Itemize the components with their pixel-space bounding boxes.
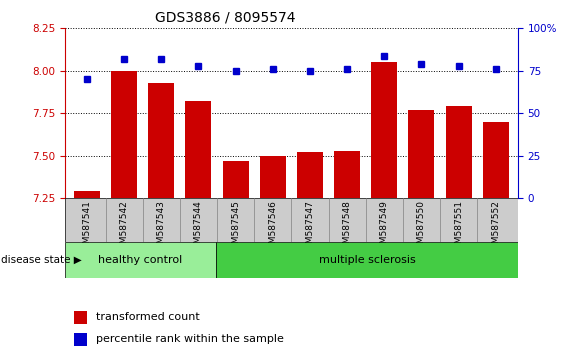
Text: GSM587549: GSM587549 bbox=[379, 200, 388, 255]
Text: GSM587551: GSM587551 bbox=[454, 200, 463, 256]
Text: GSM587547: GSM587547 bbox=[305, 200, 314, 255]
Bar bbox=[74, 192, 100, 198]
Bar bbox=[297, 152, 323, 198]
Text: GDS3886 / 8095574: GDS3886 / 8095574 bbox=[155, 11, 296, 25]
Text: GSM587542: GSM587542 bbox=[120, 200, 129, 255]
Bar bbox=[216, 242, 518, 278]
Bar bbox=[371, 62, 397, 198]
Bar bbox=[408, 110, 435, 198]
Bar bbox=[74, 333, 87, 346]
Text: disease state ▶: disease state ▶ bbox=[1, 255, 82, 265]
Bar bbox=[65, 198, 518, 242]
Bar bbox=[148, 83, 175, 198]
Text: GSM587541: GSM587541 bbox=[83, 200, 92, 255]
Text: percentile rank within the sample: percentile rank within the sample bbox=[96, 335, 284, 344]
Text: GSM587543: GSM587543 bbox=[157, 200, 166, 255]
Bar bbox=[260, 156, 286, 198]
Bar bbox=[445, 107, 472, 198]
Text: GSM587548: GSM587548 bbox=[342, 200, 351, 255]
Bar bbox=[185, 101, 212, 198]
Text: transformed count: transformed count bbox=[96, 312, 200, 322]
Text: GSM587550: GSM587550 bbox=[417, 200, 426, 256]
Bar bbox=[334, 151, 360, 198]
Bar bbox=[111, 71, 137, 198]
Bar bbox=[74, 311, 87, 324]
Text: healthy control: healthy control bbox=[98, 255, 182, 265]
Text: GSM587545: GSM587545 bbox=[231, 200, 240, 255]
Text: GSM587552: GSM587552 bbox=[491, 200, 500, 255]
Bar bbox=[65, 242, 216, 278]
Bar bbox=[222, 161, 249, 198]
Bar bbox=[482, 122, 509, 198]
Text: GSM587544: GSM587544 bbox=[194, 200, 203, 255]
Text: GSM587546: GSM587546 bbox=[269, 200, 278, 255]
Text: multiple sclerosis: multiple sclerosis bbox=[319, 255, 415, 265]
